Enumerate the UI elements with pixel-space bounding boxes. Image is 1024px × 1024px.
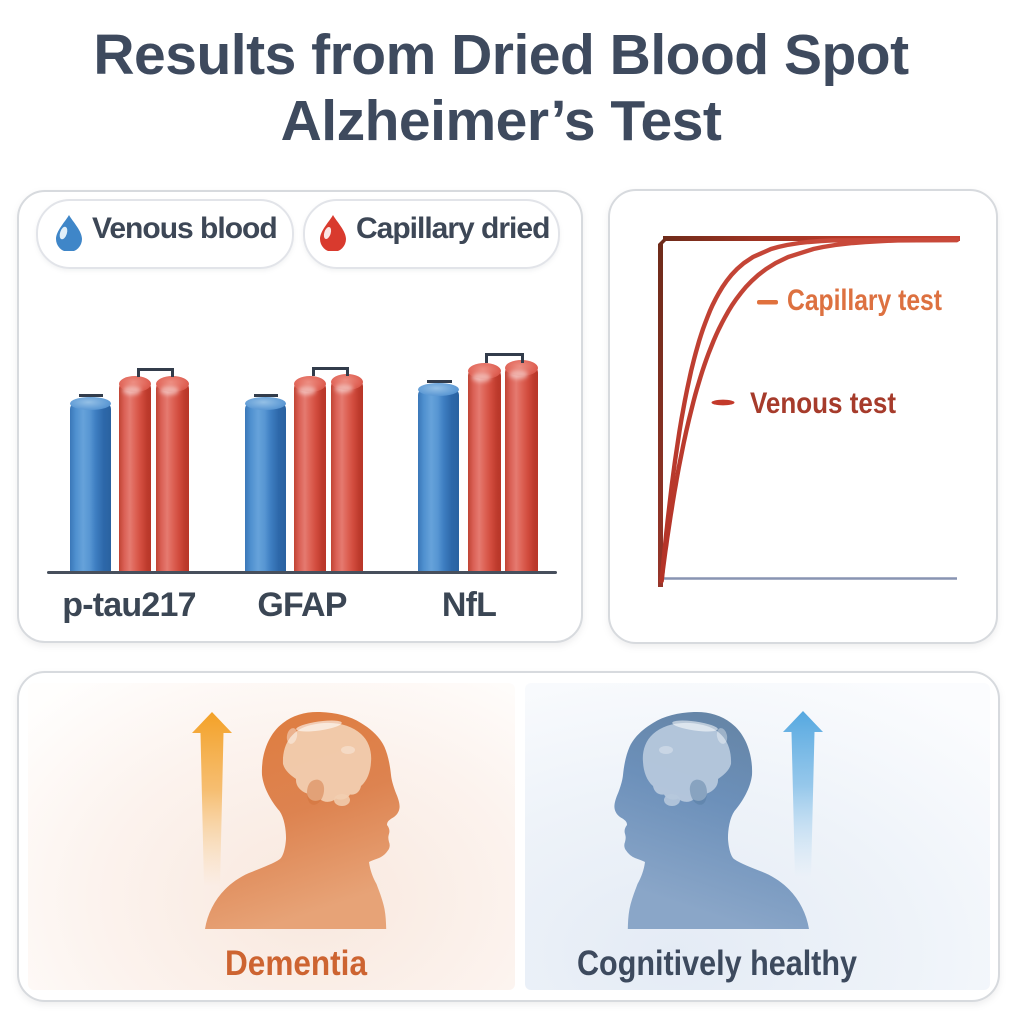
svg-text:Dementia: Dementia xyxy=(225,944,367,983)
svg-text:Capillary test: Capillary test xyxy=(787,284,942,317)
svg-text:Venous test: Venous test xyxy=(750,387,896,420)
svg-text:Cognitively healthy: Cognitively healthy xyxy=(577,944,857,983)
